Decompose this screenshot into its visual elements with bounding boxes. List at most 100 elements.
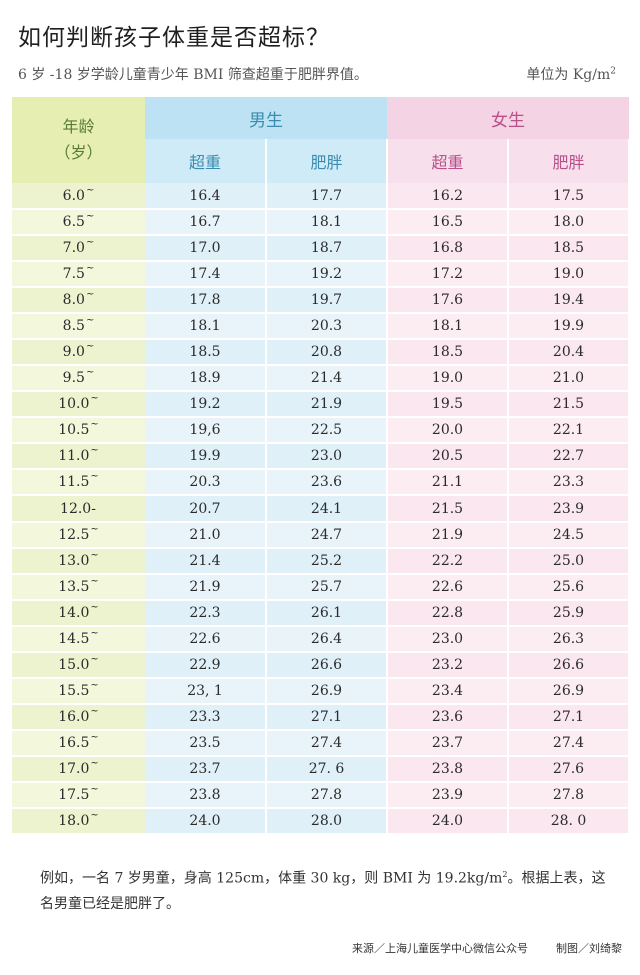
table-row: 15.5~ 23, 1 26.9 23.4 26.9	[12, 677, 630, 705]
boy-overweight-cell: 20.3	[145, 469, 267, 497]
table-row: 13.5~ 21.9 25.7 22.6 25.6	[12, 573, 630, 601]
boy-obese-cell: 27.1	[266, 703, 388, 731]
boy-overweight-header: 超重	[145, 139, 267, 184]
boy-obese-cell: 26.1	[266, 599, 388, 627]
girl-overweight-cell: 23.2	[387, 651, 509, 679]
girl-obese-cell: 21.5	[508, 391, 630, 419]
girl-obese-cell: 24.5	[508, 521, 630, 549]
age-value: 7.5	[62, 266, 85, 283]
age-cell: 7.5~	[12, 261, 145, 289]
age-cell: 14.5~	[12, 625, 145, 653]
boy-obese-cell: 18.1	[266, 209, 388, 237]
age-range-mark: ~	[90, 627, 99, 639]
boy-obese-cell: 21.4	[266, 365, 388, 393]
age-value: 9.0	[62, 344, 85, 361]
age-value: 11.0	[58, 448, 90, 465]
table-row: 12.5~ 21.0 24.7 21.9 24.5	[12, 521, 630, 549]
girl-overweight-cell: 23.4	[387, 677, 509, 705]
age-range-mark: ~	[85, 289, 95, 301]
girl-obese-cell: 22.1	[508, 417, 630, 445]
age-range-mark: ~	[90, 601, 99, 613]
boy-overweight-cell: 17.8	[145, 287, 267, 315]
age-range-mark: ~	[90, 445, 99, 457]
age-range-mark: ~	[90, 653, 99, 665]
boy-overweight-cell: 19,6	[145, 417, 267, 445]
age-value: 6.5	[62, 214, 85, 231]
age-cell: 9.5~	[12, 365, 145, 393]
boy-obese-cell: 21.9	[266, 391, 388, 419]
girl-overweight-cell: 18.5	[387, 339, 509, 367]
boy-obese-cell: 23.6	[266, 469, 388, 497]
girl-obese-cell: 22.7	[508, 443, 630, 471]
age-value: 8.0	[62, 292, 85, 309]
boy-overweight-cell: 23.5	[145, 729, 267, 757]
age-value: 15.0	[58, 656, 90, 673]
age-range-mark: ~	[90, 419, 99, 431]
boy-overweight-cell: 17.0	[145, 235, 267, 263]
boy-overweight-cell: 17.4	[145, 261, 267, 289]
girl-obese-cell: 26.9	[508, 677, 630, 705]
boy-overweight-cell: 23, 1	[145, 677, 267, 705]
table-row: 15.0~ 22.9 26.6 23.2 26.6	[12, 651, 630, 679]
age-value: 6.0	[62, 187, 85, 204]
table-row: 18.0~ 24.0 28.0 24.0 28. 0	[12, 807, 630, 836]
table-row: 13.0~ 21.4 25.2 22.2 25.0	[12, 547, 630, 575]
boy-obese-cell: 19.7	[266, 287, 388, 315]
age-cell: 18.0~	[12, 807, 145, 836]
age-header: 年龄 （岁）	[12, 97, 145, 184]
age-header-label: 年龄	[62, 117, 95, 137]
girl-obese-cell: 25.0	[508, 547, 630, 575]
age-range-mark: ~	[85, 211, 95, 223]
boy-obese-cell: 27.4	[266, 729, 388, 757]
age-cell: 15.5~	[12, 677, 145, 705]
girl-overweight-cell: 23.7	[387, 729, 509, 757]
girl-obese-cell: 27.8	[508, 781, 630, 809]
boy-overweight-cell: 19.2	[145, 391, 267, 419]
boy-obese-cell: 22.5	[266, 417, 388, 445]
boy-obese-cell: 18.7	[266, 235, 388, 263]
boy-obese-cell: 20.8	[266, 339, 388, 367]
girl-overweight-cell: 20.5	[387, 443, 509, 471]
example-note: 例如，一名 7 岁男童，身高 125cm，体重 30 kg，则 BMI 为 19…	[40, 870, 606, 912]
age-value: 18.0	[58, 812, 90, 829]
table-row: 16.0~ 23.3 27.1 23.6 27.1	[12, 703, 630, 731]
table-subheader-row: 超重 肥胖 超重 肥胖	[12, 139, 630, 184]
chart-credit: 制图／刘绮黎	[556, 942, 622, 955]
girl-overweight-cell: 17.6	[387, 287, 509, 315]
age-range-mark: ~	[85, 263, 95, 275]
girl-overweight-cell: 16.5	[387, 209, 509, 237]
age-range-mark: ~	[90, 757, 99, 769]
boy-overweight-cell: 21.9	[145, 573, 267, 601]
age-range-mark: ~	[90, 705, 99, 717]
age-range-mark: ~	[85, 341, 95, 353]
girl-obese-header: 肥胖	[508, 139, 630, 184]
table-row: 11.0~ 19.9 23.0 20.5 22.7	[12, 443, 630, 471]
boy-obese-cell: 25.7	[266, 573, 388, 601]
age-value: 13.5	[58, 578, 90, 595]
age-value: 16.0	[58, 708, 90, 725]
table-row: 10.5~ 19,6 22.5 20.0 22.1	[12, 417, 630, 445]
age-value: 14.5	[58, 630, 90, 647]
girl-obese-cell: 19.0	[508, 261, 630, 289]
boy-obese-cell: 27.8	[266, 781, 388, 809]
boy-obese-cell: 23.0	[266, 443, 388, 471]
age-header-unit: （岁）	[54, 143, 103, 163]
table-row: 10.0~ 19.2 21.9 19.5 21.5	[12, 391, 630, 419]
unit-label: 单位为 Kg/m2	[526, 66, 616, 83]
age-value: 16.5	[58, 734, 90, 751]
girl-overweight-cell: 23.6	[387, 703, 509, 731]
girl-overweight-cell: 22.2	[387, 547, 509, 575]
example-superscript: 2	[502, 870, 508, 879]
girl-overweight-cell: 20.0	[387, 417, 509, 445]
age-cell: 11.0~	[12, 443, 145, 471]
boy-overweight-cell: 23.3	[145, 703, 267, 731]
girl-obese-cell: 25.6	[508, 573, 630, 601]
boy-obese-cell: 20.3	[266, 313, 388, 341]
girl-overweight-cell: 16.8	[387, 235, 509, 263]
age-value: 12.0-	[60, 500, 96, 517]
table-row: 14.5~ 22.6 26.4 23.0 26.3	[12, 625, 630, 653]
age-value: 10.5	[58, 422, 90, 439]
age-range-mark: ~	[90, 809, 99, 821]
boy-overweight-cell: 16.7	[145, 209, 267, 237]
table-row: 7.0~ 17.0 18.7 16.8 18.5	[12, 235, 630, 263]
